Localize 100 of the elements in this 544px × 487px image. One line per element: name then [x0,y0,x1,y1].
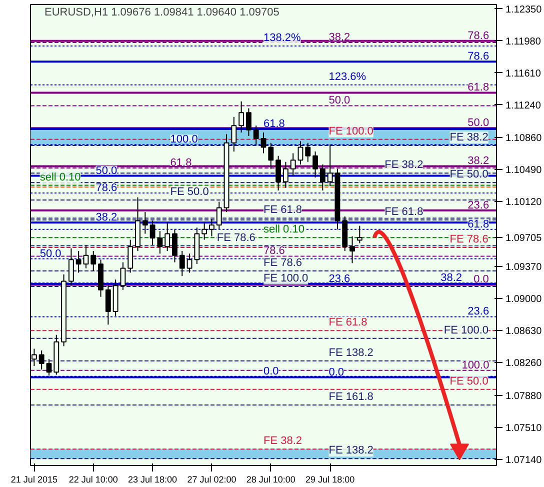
candlestick [238,100,244,134]
annotation: FE 61.8 [384,206,424,218]
annotation: 0.0 [474,274,489,286]
annotation: FE 100.0 [444,324,488,336]
y-tick-label: 1.11610 [506,68,542,80]
candlestick [164,222,170,252]
annotation: 38.2 [468,155,490,168]
candlestick [120,262,126,290]
annotation: sell 0.10 [264,224,304,236]
y-tick-label: 1.08630 [506,326,542,338]
annotation: FE 78.6 [264,256,302,269]
x-tick-label: 23 Jul 18:00 [128,474,178,484]
x-tick-label: 22 Jul 10:00 [68,474,118,484]
y-tick-label: 1.07140 [506,454,542,466]
annotation: FE 38.2 [450,131,488,144]
annotation: sell 0.10 [40,171,81,184]
candlestick [142,212,148,234]
annotation: 38.2 [328,32,350,44]
candlestick [320,164,326,191]
candlestick [186,253,192,274]
candlestick [253,125,259,146]
annotation: FE 50.0 [450,375,488,388]
annotation: FE 38.2 [384,159,424,172]
candlestick [216,201,222,230]
annotation: FE 78.6 [450,234,488,246]
candlestick [246,108,252,136]
annotation: 50.0 [328,94,350,107]
candlestick [209,218,214,237]
y-tick-label: 1.10860 [506,133,542,144]
candlestick [172,228,178,263]
annotation: 23.6 [468,306,490,318]
candlestick [76,250,82,274]
annotation: 61.8 [468,218,490,230]
y-tick-label: 1.12350 [506,4,542,16]
annotation: 123.6% [328,70,366,83]
candlestick [260,132,266,154]
y-tick-label: 1.11240 [506,100,542,112]
annotation: 78.6 [468,30,490,42]
annotation: FE 61.8 [328,316,368,329]
annotation: 0.0 [328,366,344,378]
candlestick [46,358,52,376]
annotation: FE 38.2 [264,435,302,448]
candlestick [298,140,304,166]
candlestick [128,239,134,274]
annotation: 0.0 [264,365,279,378]
y-tick-label: 1.09000 [506,294,542,306]
candlestick [268,142,274,170]
candlestick [157,230,163,254]
x-tick-label: 21 Jul 2015 [10,474,58,484]
annotation: 78.6 [468,50,490,63]
candlestick [282,161,288,188]
annotation: 38.2 [96,211,118,224]
annotation: 138.2% [264,32,302,44]
annotation: FE 138.2 [328,346,374,359]
candlestick [105,285,111,326]
annotation: FE 100.0 [328,125,374,138]
annotation: FE 50.0 [450,168,488,181]
candlestick [90,250,96,272]
candlestick [312,151,318,178]
candlestick [231,116,237,152]
annotation: 50.0 [96,164,118,177]
x-tick-label: 27 Jul 02:00 [187,474,236,484]
annotation: FE 50.0 [170,186,209,198]
annotation: 78.6 [264,245,285,258]
annotation: 61.8 [170,156,192,169]
candlestick [83,244,89,269]
annotation: 23.6 [468,199,490,212]
candlestick [150,220,156,246]
annotation: 61.8 [468,82,490,94]
x-tick-label: 29 Jul 18:00 [306,474,355,484]
candlestick [305,142,311,162]
y-tick-label: 1.10120 [506,197,542,208]
annotation: FE 78.6 [216,232,256,244]
annotation: 100.0 [462,359,490,372]
candlestick [179,250,185,277]
y-tick-label: 1.11980 [506,36,542,48]
y-tick-label: 1.09705 [506,233,542,244]
y-tick-label: 1.09370 [506,262,542,274]
y-tick-label: 1.07510 [506,422,542,434]
candlestick [38,350,44,370]
candlestick [202,222,208,240]
annotation: 50.0 [40,248,62,260]
annotation: 23.6 [328,272,350,285]
candlestick [350,236,355,264]
y-tick-label: 1.07880 [506,390,542,402]
y-tick-label: 1.10490 [506,165,542,176]
annotation: 100.0 [170,134,198,146]
x-tick-label: 28 Jul 10:00 [246,474,296,484]
candlestick [276,155,282,191]
chart-title: EURUSD,H1 1.09676 1.09841 1.09640 1.09705 [44,6,280,18]
annotation: FE 100.0 [264,272,308,284]
candlestick [356,225,362,244]
candlestick [290,152,296,176]
annotation: 78.6 [96,182,118,194]
annotation: 38.2 [440,272,462,284]
y-tick-label: 1.08260 [506,358,542,370]
annotation: FE 161.8 [328,390,374,403]
annotation: FE 138.2 [328,444,374,457]
annotation: 50.0 [468,117,490,130]
annotation: FE 61.8 [264,204,302,216]
